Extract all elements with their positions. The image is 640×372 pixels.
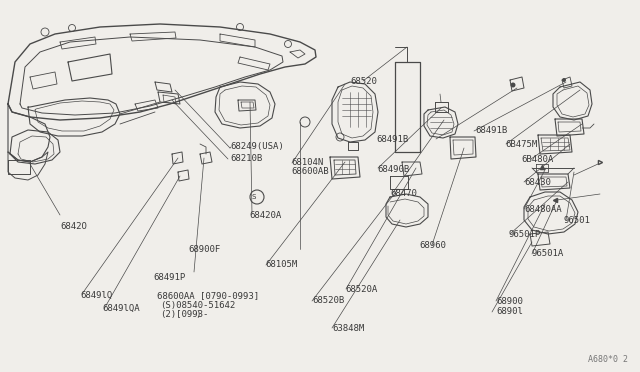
Text: 68600AA [0790-0993]: 68600AA [0790-0993] xyxy=(157,291,259,300)
Text: ): ) xyxy=(195,310,200,319)
Text: 68480AA: 68480AA xyxy=(525,205,563,214)
Text: 68520: 68520 xyxy=(351,77,378,86)
Text: 6B480A: 6B480A xyxy=(522,155,554,164)
Text: 68430: 68430 xyxy=(525,178,552,187)
Text: 68104N: 68104N xyxy=(291,158,323,167)
Text: 68470: 68470 xyxy=(390,189,417,198)
Text: 68520A: 68520A xyxy=(346,285,378,294)
Text: 68600AB: 68600AB xyxy=(291,167,329,176)
Circle shape xyxy=(511,83,515,87)
Text: 68210B: 68210B xyxy=(230,154,262,163)
Text: 68491B: 68491B xyxy=(376,135,408,144)
Text: 63848M: 63848M xyxy=(333,324,365,333)
Text: 6890l: 6890l xyxy=(496,307,523,316)
Text: 68249(USA): 68249(USA) xyxy=(230,142,284,151)
Text: 68900F: 68900F xyxy=(189,245,221,254)
Text: 68420A: 68420A xyxy=(250,211,282,220)
Text: 96501A: 96501A xyxy=(531,249,563,258)
Text: 96501P: 96501P xyxy=(509,230,541,239)
Text: 68960: 68960 xyxy=(419,241,446,250)
Circle shape xyxy=(562,78,566,82)
Text: 68520B: 68520B xyxy=(312,296,344,305)
Text: 6842O: 6842O xyxy=(61,222,88,231)
Text: 68105M: 68105M xyxy=(266,260,298,269)
Text: 68900: 68900 xyxy=(496,297,523,306)
Text: 6B475M: 6B475M xyxy=(506,140,538,149)
Text: (2)[0993-: (2)[0993- xyxy=(160,310,209,319)
Text: 68490B: 68490B xyxy=(378,165,410,174)
Text: 96501: 96501 xyxy=(563,216,590,225)
Text: 6849lQ: 6849lQ xyxy=(80,291,112,300)
Text: 68491P: 68491P xyxy=(154,273,186,282)
Text: 68491B: 68491B xyxy=(475,126,507,135)
Text: A680*0 2: A680*0 2 xyxy=(588,355,628,364)
Text: S: S xyxy=(252,194,256,200)
Text: 6849lQA: 6849lQA xyxy=(102,304,140,313)
Text: (S)08540-51642: (S)08540-51642 xyxy=(160,301,236,310)
